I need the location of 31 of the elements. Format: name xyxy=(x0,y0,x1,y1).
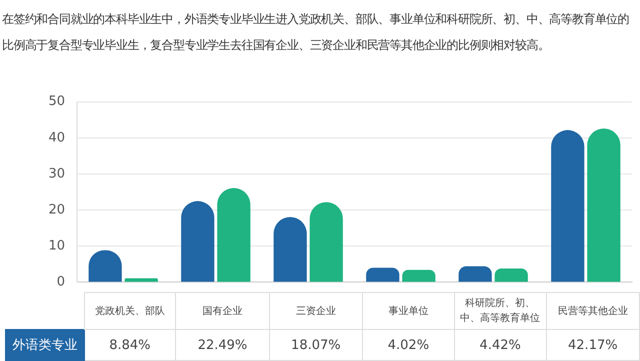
y-tick-label: 50 xyxy=(48,94,65,110)
y-tick-label: 0 xyxy=(56,274,65,290)
bar xyxy=(181,201,214,282)
y-tick-label: 10 xyxy=(48,238,65,254)
x-tick-label: 民营等其他企业 xyxy=(546,292,640,330)
x-tick-label: 三资企业 xyxy=(269,292,363,330)
bar xyxy=(274,217,307,282)
x-tick-label: 科研院所、初、中、高等教育单位 xyxy=(454,292,546,330)
x-tick-label: 国有企业 xyxy=(176,292,270,330)
data-label: 4.42% xyxy=(454,330,546,360)
bar xyxy=(551,130,584,282)
y-tick-label: 30 xyxy=(48,166,65,182)
bar xyxy=(310,202,343,282)
y-tick-label: 20 xyxy=(48,202,65,218)
data-label: 18.07% xyxy=(269,330,363,360)
chart-title: 在签约和合同就业的本科毕业生中，外语类专业毕业生进入党政机关、部队、事业单位和科研院所、初、中、高等教育单位的比例高于复合型专业毕业生，复合型专业学生去往国有企业、三资企业和民营等其他企业的比例则相对较高。 xyxy=(2,11,630,54)
bar xyxy=(124,278,158,282)
data-label: 42.17% xyxy=(546,330,640,360)
bar xyxy=(494,268,528,282)
data-label: 22.49% xyxy=(176,330,270,360)
data-label: 4.02% xyxy=(362,330,454,360)
bar xyxy=(366,268,400,282)
bar xyxy=(217,188,250,282)
x-tick-label: 事业单位 xyxy=(362,292,454,330)
bar xyxy=(587,128,620,282)
bar xyxy=(402,270,436,282)
data-label: 8.84% xyxy=(84,330,176,360)
text: 外语类专业 xyxy=(6,330,84,360)
x-tick-label: 党政机关、部队 xyxy=(84,292,176,330)
bar xyxy=(458,266,492,282)
y-tick-label: 40 xyxy=(48,130,65,146)
